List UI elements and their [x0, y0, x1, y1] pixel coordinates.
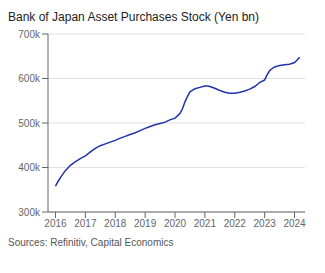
svg-text:2016: 2016: [44, 218, 67, 229]
svg-text:2019: 2019: [134, 218, 157, 229]
svg-text:700k: 700k: [18, 29, 41, 40]
svg-text:2021: 2021: [194, 218, 217, 229]
html-text:Bank of Japan Asset Purchases: Bank of Japan Asset Purchases Stock (Yen…: [8, 10, 259, 24]
html-text:Sources: Refinitiv, Capital Ec: Sources: Refinitiv, Capital Economics: [8, 237, 174, 248]
svg-text:600k: 600k: [18, 73, 41, 84]
svg-text:2022: 2022: [224, 218, 247, 229]
svg-text:2018: 2018: [104, 218, 127, 229]
svg-text:500k: 500k: [18, 118, 41, 129]
svg-text:2023: 2023: [254, 218, 277, 229]
svg-text:2024: 2024: [283, 218, 306, 229]
svg-text:2020: 2020: [164, 218, 187, 229]
svg-text:300k: 300k: [18, 207, 41, 218]
svg-text:2017: 2017: [74, 218, 97, 229]
svg-text:400k: 400k: [18, 162, 41, 173]
